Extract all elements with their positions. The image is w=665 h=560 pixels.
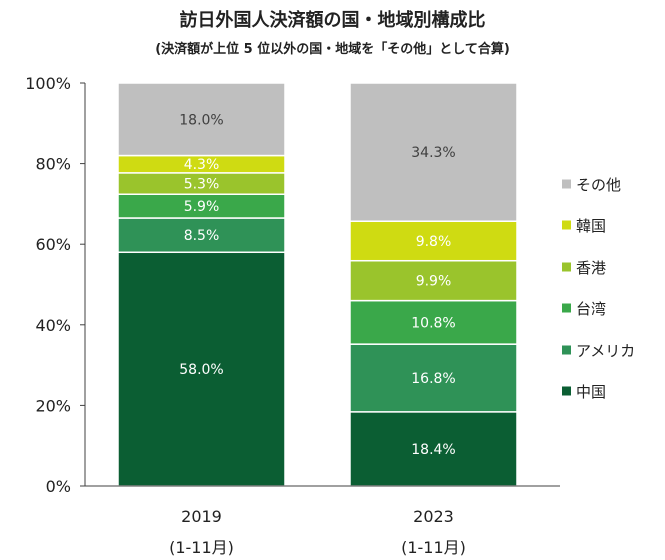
data-label: 58.0% [179, 362, 223, 378]
chart-subtitle: (決済額が上位 5 位以外の国・地域を「その他」として合算) [155, 42, 510, 57]
legend-label: アメリカ [576, 342, 635, 360]
x-tick-sublabel: (1-11月) [169, 538, 234, 557]
data-label: 4.3% [184, 157, 220, 173]
bar-segment [117, 217, 286, 254]
bar-segment [349, 259, 518, 302]
y-tick-label: 40% [35, 316, 71, 335]
legend-swatch [562, 220, 571, 230]
x-tick-label: 2019 [181, 507, 222, 526]
chart-title: 訪日外国人決済額の国・地域別構成比 [179, 10, 486, 31]
data-label: 9.9% [416, 274, 452, 290]
legend-label: 台湾 [576, 300, 606, 318]
x-tick-sublabel: (1-11月) [401, 538, 466, 557]
y-tick-label: 60% [35, 235, 71, 254]
y-tick-label: 0% [46, 477, 71, 496]
data-label: 8.5% [184, 228, 220, 244]
data-label: 34.3% [411, 145, 455, 161]
legend-label: 韓国 [576, 217, 606, 235]
legend-swatch [562, 386, 571, 396]
bar-segment [117, 82, 286, 157]
legend-label: その他 [576, 176, 621, 194]
data-label: 10.8% [411, 315, 455, 331]
legend-swatch [562, 303, 571, 313]
legend-swatch [562, 262, 571, 272]
y-tick-label: 80% [35, 155, 71, 174]
data-label: 18.4% [411, 442, 455, 458]
data-label: 9.8% [416, 234, 452, 250]
legend-swatch [562, 179, 571, 189]
legend-label: 中国 [576, 383, 606, 401]
data-label: 5.3% [184, 177, 220, 193]
data-label: 18.0% [179, 112, 223, 128]
bar-segment [349, 220, 518, 262]
y-tick-label: 20% [35, 396, 71, 415]
data-label: 5.9% [184, 199, 220, 215]
legend-label: 香港 [576, 259, 606, 277]
legend-swatch [562, 345, 571, 355]
bar-segment [349, 82, 518, 222]
y-tick-label: 100% [25, 74, 71, 93]
data-label: 16.8% [411, 371, 455, 387]
x-tick-label: 2023 [413, 507, 454, 526]
bar-segment [349, 343, 518, 413]
bar-segment [117, 251, 286, 487]
